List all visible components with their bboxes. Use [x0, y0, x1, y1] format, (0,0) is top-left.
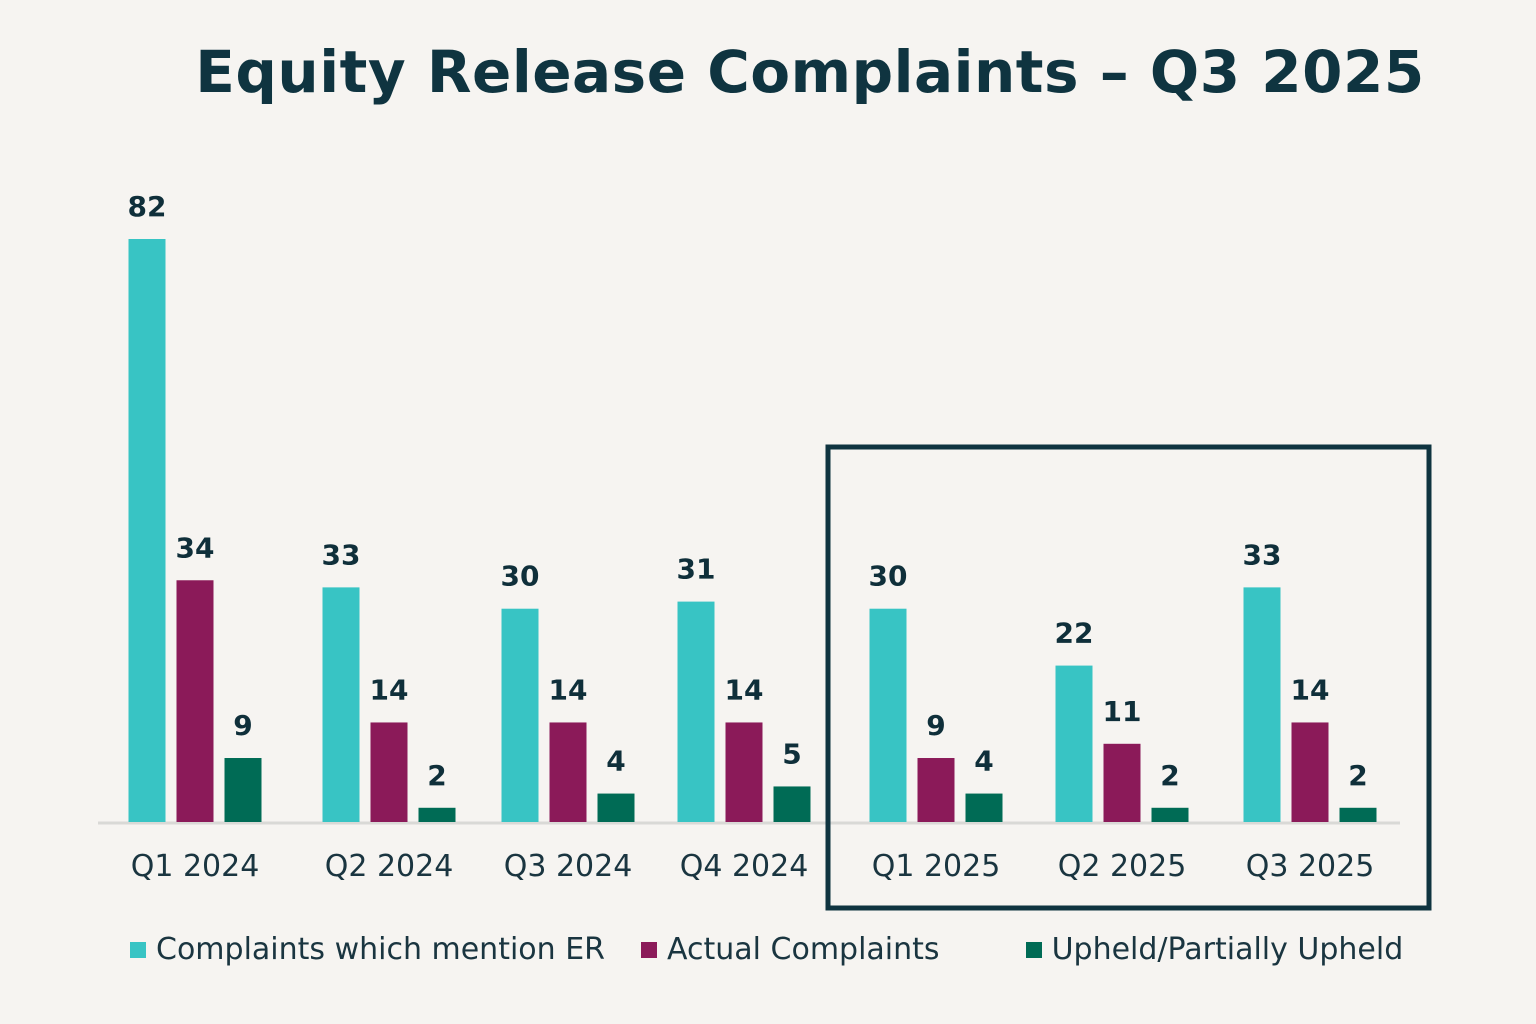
- data-label: 34: [176, 531, 215, 564]
- data-label: 2: [427, 759, 446, 792]
- data-label: 9: [926, 709, 945, 742]
- bar-actual-complaints-q3-2025: [1291, 722, 1329, 822]
- bar-upheld-partially-upheld-q2-2025: [1151, 807, 1189, 822]
- data-label: 33: [322, 538, 361, 571]
- data-label: 31: [677, 553, 716, 586]
- bar-complaints-which-mention-er-q1-2024: [128, 239, 166, 822]
- data-label: 4: [974, 745, 993, 778]
- bar-upheld-partially-upheld-q3-2024: [597, 793, 635, 822]
- legend-swatch: [130, 941, 146, 958]
- bar-complaints-which-mention-er-q3-2024: [501, 608, 539, 822]
- bar-complaints-which-mention-er-q2-2025: [1055, 665, 1093, 822]
- x-tick-label: Q3 2025: [1246, 849, 1375, 884]
- bar-actual-complaints-q1-2025: [917, 758, 955, 822]
- bar-upheld-partially-upheld-q2-2024: [418, 807, 456, 822]
- bar-upheld-partially-upheld-q1-2024: [224, 758, 262, 822]
- data-label: 82: [128, 190, 167, 223]
- data-label: 4: [606, 745, 625, 778]
- data-label: 22: [1055, 617, 1094, 650]
- legend-swatch: [1025, 941, 1042, 958]
- data-label: 33: [1243, 538, 1282, 571]
- legend-label: Upheld/Partially Upheld: [1051, 932, 1404, 967]
- data-label: 11: [1103, 695, 1142, 728]
- x-tick-label: Q1 2024: [131, 849, 260, 884]
- bar-complaints-which-mention-er-q2-2024: [322, 587, 360, 822]
- bar-upheld-partially-upheld-q1-2025: [965, 793, 1003, 822]
- x-tick-label: Q3 2024: [504, 849, 633, 884]
- data-label: 30: [869, 560, 908, 593]
- legend-item-upheld: Upheld/Partially Upheld: [1025, 932, 1404, 967]
- data-label: 30: [501, 560, 540, 593]
- bar-actual-complaints-q4-2024: [725, 722, 763, 822]
- x-tick-label: Q2 2024: [325, 849, 454, 884]
- bar-complaints-which-mention-er-q1-2025: [869, 608, 907, 822]
- bar-actual-complaints-q1-2024: [176, 580, 214, 822]
- bar-actual-complaints-q2-2025: [1103, 743, 1141, 822]
- legend-item-actual: Actual Complaints: [641, 932, 940, 967]
- data-label: 9: [233, 709, 252, 742]
- legend-item-mention-er: Complaints which mention ER: [130, 932, 605, 967]
- chart-title: Equity Release Complaints – Q3 2025: [195, 38, 1425, 106]
- legend-label: Actual Complaints: [667, 932, 940, 967]
- legend-swatch: [641, 941, 657, 958]
- data-label: 14: [549, 673, 588, 706]
- bar-actual-complaints-q2-2024: [370, 722, 408, 822]
- bar-complaints-which-mention-er-q3-2025: [1243, 587, 1281, 822]
- data-label: 2: [1160, 759, 1179, 792]
- x-tick-label: Q2 2025: [1058, 849, 1187, 884]
- data-label: 5: [782, 737, 801, 770]
- data-label: 14: [1291, 673, 1330, 706]
- highlight-box: [825, 444, 1432, 911]
- legend-label: Complaints which mention ER: [156, 932, 605, 967]
- bar-actual-complaints-q3-2024: [549, 722, 587, 822]
- bar-upheld-partially-upheld-q4-2024: [773, 786, 811, 822]
- x-tick-label: Q4 2024: [680, 849, 809, 884]
- data-label: 14: [725, 673, 764, 706]
- x-tick-label: Q1 2025: [872, 849, 1001, 884]
- bar-complaints-which-mention-er-q4-2024: [677, 601, 715, 822]
- data-label: 14: [370, 673, 409, 706]
- bar-upheld-partially-upheld-q3-2025: [1339, 807, 1377, 822]
- legend: Complaints which mention ER Actual Compl…: [130, 932, 1439, 967]
- data-label: 2: [1348, 759, 1367, 792]
